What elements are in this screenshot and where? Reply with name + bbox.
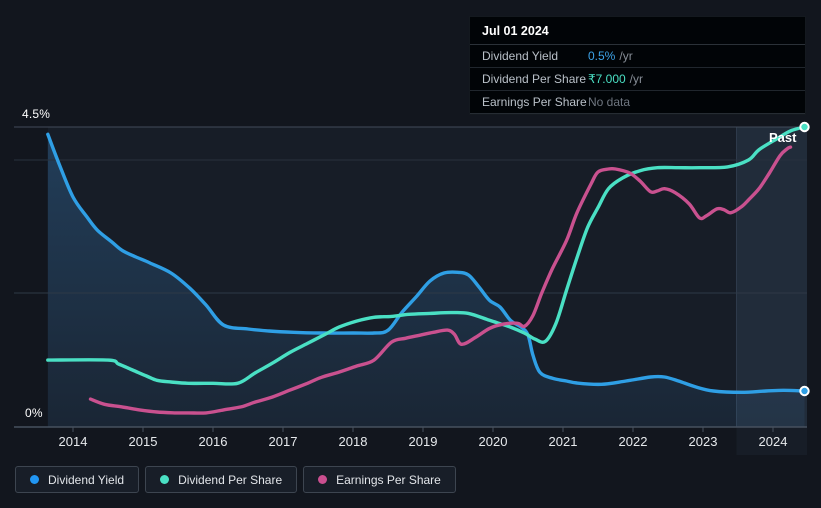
tooltip-row-earnings-per-share: Earnings Per Share No data — [470, 91, 805, 114]
tooltip-row-value: 0.5% — [588, 49, 616, 63]
tooltip-row-dividend-per-share: Dividend Per Share ₹7.000 /yr — [470, 68, 805, 91]
past-label: Past — [769, 130, 797, 145]
x-tick-label: 2019 — [408, 434, 438, 449]
x-tick-label: 2017 — [268, 434, 298, 449]
x-tick-label: 2015 — [128, 434, 158, 449]
x-tick-label: 2020 — [478, 434, 508, 449]
tooltip-row-suffix: /yr — [619, 49, 633, 63]
legend-label: Dividend Yield — [48, 472, 125, 487]
x-tick-label: 2024 — [758, 434, 788, 449]
x-tick-label: 2023 — [688, 434, 718, 449]
tooltip-row-label: Dividend Per Share — [482, 72, 587, 86]
legend-item-earnings-per-share[interactable]: Earnings Per Share — [303, 466, 456, 493]
chart-tooltip: Jul 01 2024 Dividend Yield 0.5% /yr Divi… — [469, 16, 806, 115]
legend-item-dividend-per-share[interactable]: Dividend Per Share — [145, 466, 298, 493]
y-axis-max-label: 4.5% — [22, 107, 51, 121]
x-tick-label: 2014 — [58, 434, 88, 449]
x-tick-label: 2018 — [338, 434, 368, 449]
tooltip-date: Jul 01 2024 — [470, 17, 805, 45]
x-tick-label: 2022 — [618, 434, 648, 449]
legend-item-dividend-yield[interactable]: Dividend Yield — [15, 466, 140, 493]
tooltip-row-value: No data — [588, 95, 631, 109]
legend-dot-dividend-yield — [30, 475, 39, 484]
tooltip-row-label: Dividend Yield — [482, 49, 559, 63]
legend-label: Dividend Per Share — [178, 472, 283, 487]
y-axis-zero-label: 0% — [25, 406, 43, 420]
tooltip-row-label: Earnings Per Share — [482, 95, 587, 109]
tooltip-row-suffix: /yr — [629, 72, 644, 86]
legend-dot-earnings-per-share — [318, 475, 328, 484]
legend-label: Earnings Per Share — [336, 472, 441, 487]
tooltip-row-value: ₹7.000 — [588, 72, 626, 86]
tooltip-row-dividend-yield: Dividend Yield 0.5% /yr — [470, 45, 805, 68]
legend-dot-dividend-per-share — [160, 475, 170, 484]
x-tick-label: 2021 — [548, 434, 578, 449]
legend: Dividend Yield Dividend Per Share Earnin… — [15, 466, 456, 493]
x-tick-label: 2016 — [198, 434, 228, 449]
